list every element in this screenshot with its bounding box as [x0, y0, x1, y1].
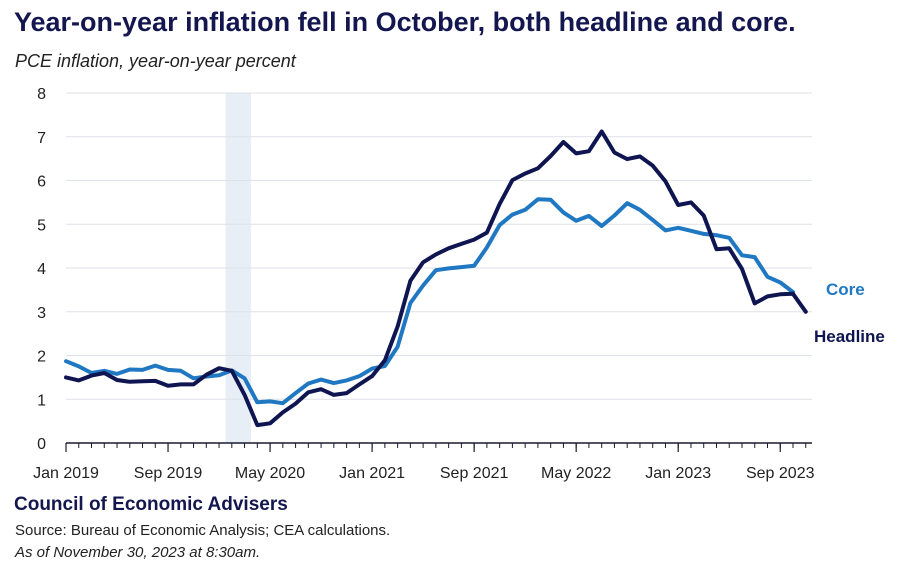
x-tick-label: Jan 2021	[339, 465, 405, 482]
chart-subtitle: PCE inflation, year-on-year percent	[15, 51, 296, 71]
y-tick-label: 4	[37, 261, 46, 278]
series-label-core: Core	[826, 280, 865, 299]
y-tick-label: 3	[37, 305, 46, 322]
x-tick-label: Jan 2019	[33, 465, 99, 482]
y-tick-label: 6	[37, 174, 46, 191]
x-tick-label: May 2020	[235, 465, 305, 482]
x-tick-label: Sep 2021	[440, 465, 509, 482]
x-tick-label: Sep 2019	[134, 465, 203, 482]
series-labels: Core Headline	[814, 280, 885, 346]
y-tick-label: 5	[37, 217, 46, 234]
x-axis: Jan 2019 Sep 2019 May 2020 Jan 2021 Sep 2021…	[33, 442, 815, 482]
y-axis: 0 1 2 3 4 5 6 7 8	[37, 86, 46, 453]
y-tick-label: 2	[37, 349, 46, 366]
series-lines	[64, 129, 808, 428]
series-label-headline: Headline	[814, 327, 885, 346]
gridlines	[66, 92, 812, 400]
x-tick-label: Jan 2023	[645, 465, 711, 482]
x-tick-label: May 2022	[541, 465, 611, 482]
y-tick-label: 1	[37, 392, 46, 409]
footer-as-of: As of November 30, 2023 at 8:30am.	[15, 544, 261, 561]
footer-org: Council of Economic Advisers	[14, 494, 288, 515]
chart-title: Year-on-year inflation fell in October, …	[14, 7, 796, 37]
x-tick-label: Sep 2023	[746, 465, 815, 482]
y-tick-label: 7	[37, 130, 46, 147]
footer-source: Source: Bureau of Economic Analysis; CEA…	[15, 522, 391, 539]
series-line-core	[64, 197, 795, 406]
series-line-headline	[64, 129, 808, 428]
y-tick-label: 0	[37, 436, 46, 453]
y-tick-label: 8	[37, 86, 46, 103]
